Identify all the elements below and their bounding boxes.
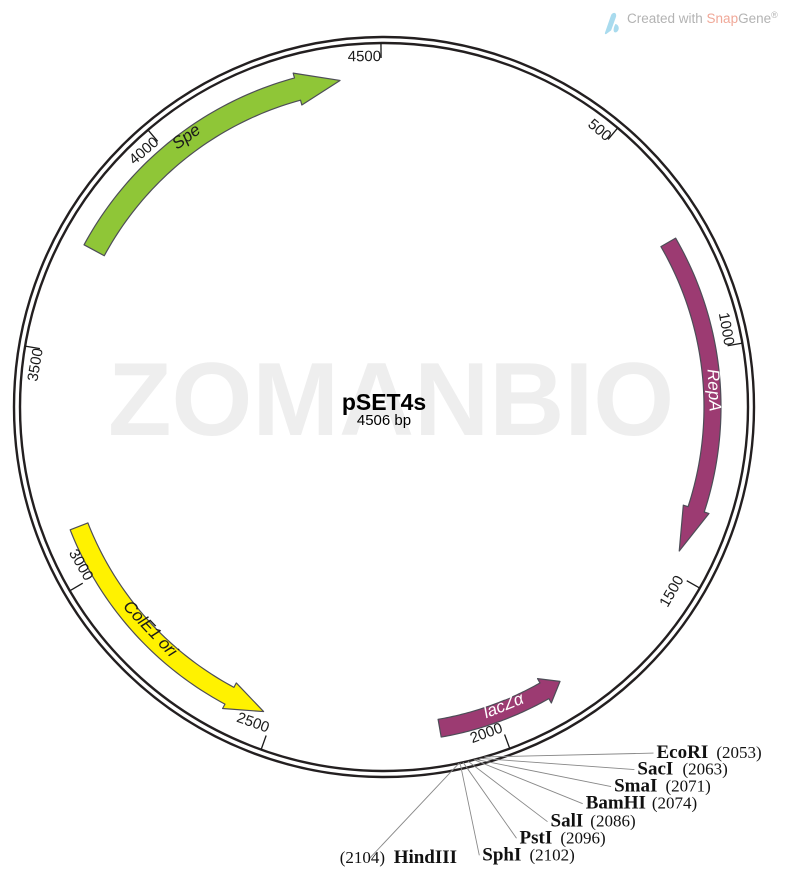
svg-text:(2102): (2102) bbox=[529, 845, 574, 864]
svg-text:(2074): (2074) bbox=[652, 794, 697, 813]
svg-text:RepA: RepA bbox=[704, 368, 725, 411]
svg-text:3500: 3500 bbox=[24, 347, 46, 383]
svg-text:2500: 2500 bbox=[234, 709, 271, 736]
svg-text:4506 bp: 4506 bp bbox=[357, 412, 411, 429]
svg-text:HindIII: HindIII bbox=[394, 847, 457, 868]
svg-text:SphI: SphI bbox=[482, 844, 521, 865]
svg-text:Created with SnapGene®: Created with SnapGene® bbox=[627, 10, 778, 26]
svg-text:1500: 1500 bbox=[656, 573, 687, 610]
svg-text:(2104): (2104) bbox=[340, 848, 385, 867]
svg-text:1000: 1000 bbox=[715, 311, 738, 347]
svg-text:ColE1 ori: ColE1 ori bbox=[119, 597, 182, 662]
svg-text:4500: 4500 bbox=[348, 48, 382, 65]
svg-text:500: 500 bbox=[584, 116, 614, 145]
svg-text:BamHI: BamHI bbox=[586, 793, 646, 814]
